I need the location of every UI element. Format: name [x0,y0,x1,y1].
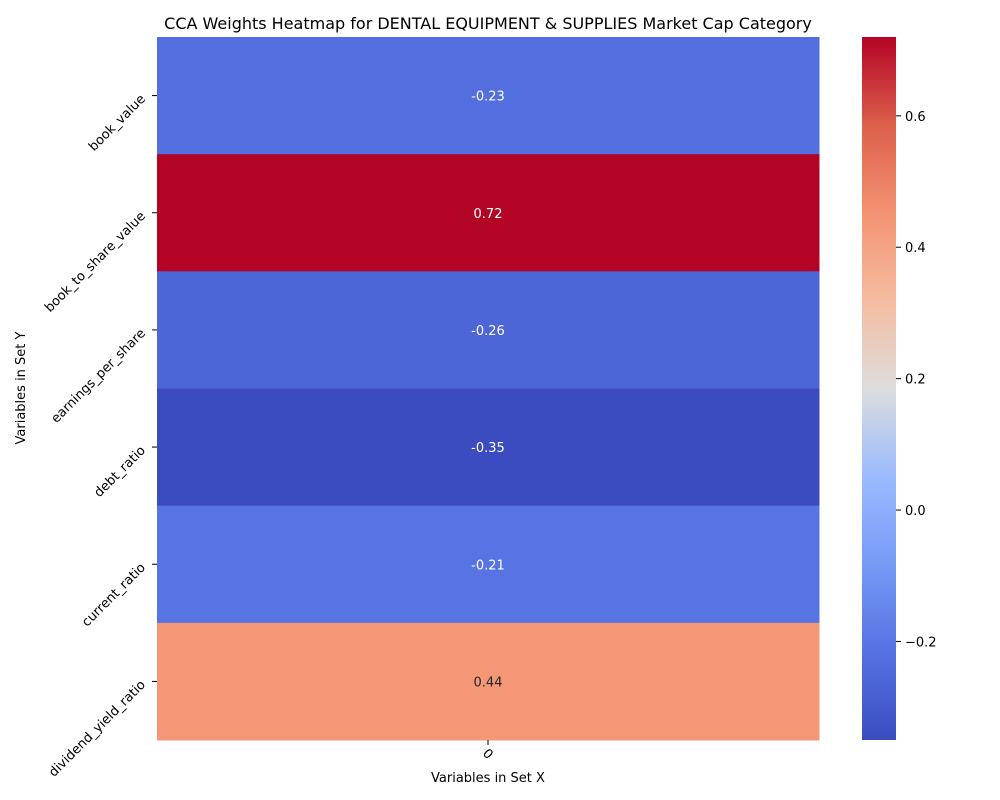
colorbar-tick-label: 0.0 [905,504,926,519]
y-tick-label: current_ratio [79,560,149,630]
y-tick-label: dividend_yield_ratio [46,678,149,781]
x-axis-ticks: 0 [479,740,496,763]
heatmap-cell [157,154,820,272]
cell-value-label: -0.21 [471,558,505,573]
cell-value-label: -0.35 [471,441,505,456]
heatmap-cell [157,271,820,389]
cell-value-label: -0.26 [471,324,505,339]
chart-title: CCA Weights Heatmap for DENTAL EQUIPMENT… [164,14,812,33]
cell-value-label: 0.72 [474,207,503,222]
y-tick-label: earnings_per_share [49,326,149,426]
colorbar-gradient [862,37,896,740]
cell-value-label: -0.23 [471,90,505,105]
heatmap-cell [157,622,820,741]
cell-value-label: 0.44 [474,675,503,690]
x-axis-label: Variables in Set X [431,771,545,786]
y-tick-label: book_value [86,92,149,155]
colorbar-tick-label: 0.6 [905,110,926,125]
colorbar-tick-label: 0.4 [905,241,926,256]
heatmap-cell [157,388,820,507]
x-tick-label: 0 [479,746,495,762]
colorbar: −0.2 0.0 0.2 0.4 0.6 [862,37,937,740]
colorbar-tick-label: −0.2 [905,635,937,650]
heatmap-cells: -0.23 0.72 -0.26 -0.35 -0.21 0.44 [157,37,820,741]
heatmap-cell [157,505,820,624]
heatmap-cell [157,37,820,155]
y-tick-label: book_to_share_value [42,209,149,316]
y-axis-label: Variables in Set Y [14,331,29,444]
colorbar-tick-label: 0.2 [905,373,926,388]
y-axis-ticks: book_value book_to_share_valueearnings_pe… [42,92,157,780]
y-tick-label: debt_ratio [91,443,148,500]
